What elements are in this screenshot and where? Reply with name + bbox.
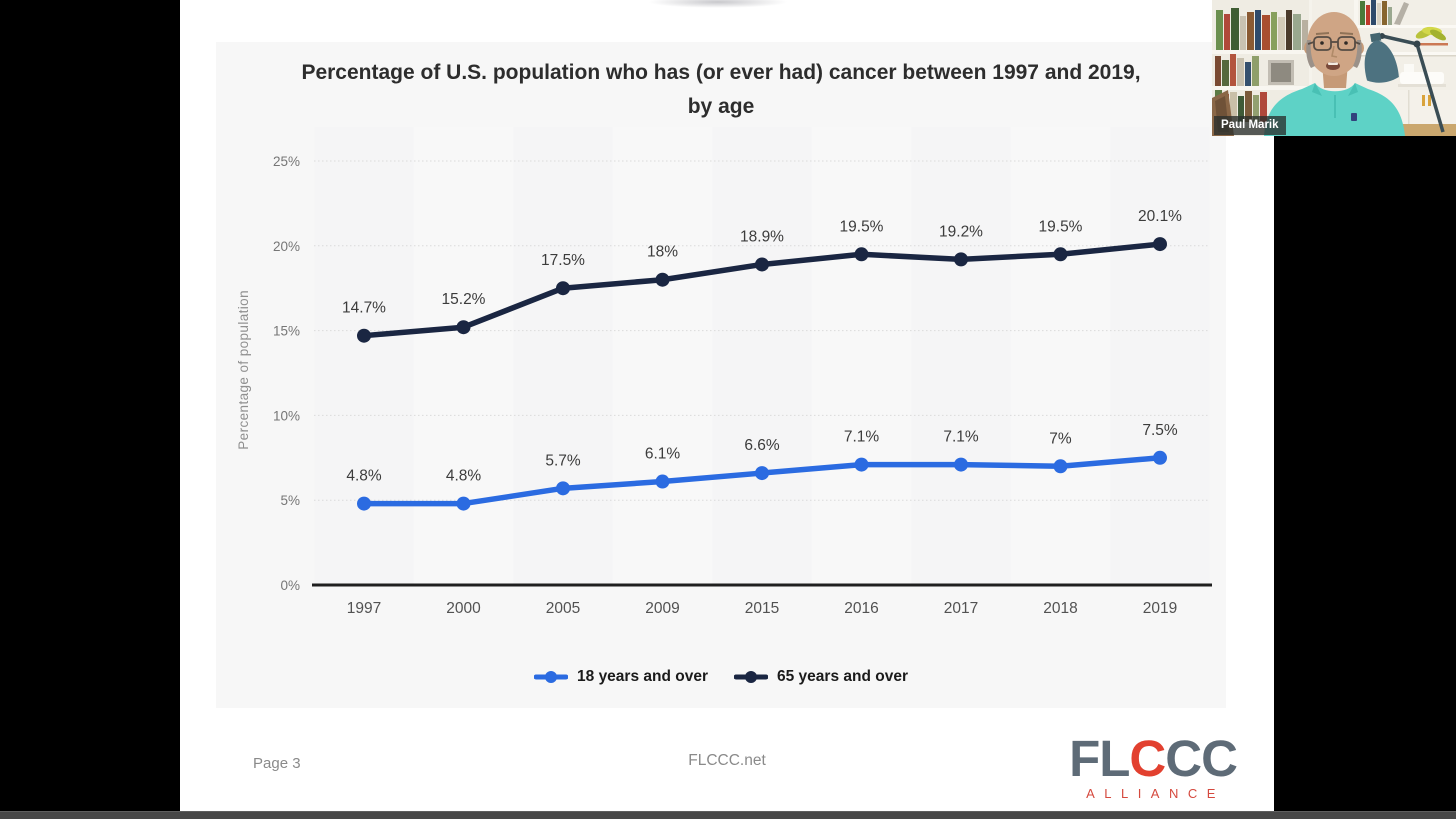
site-label: FLCCC.net	[688, 752, 766, 769]
data-point	[755, 257, 769, 272]
x-tick-label: 1997	[347, 600, 381, 617]
chart-title-line2: by age	[687, 95, 755, 118]
x-tick-label: 2017	[944, 600, 978, 617]
wall-logo	[1414, 26, 1448, 46]
data-label: 7.1%	[943, 429, 979, 446]
data-point	[556, 481, 570, 496]
plot-band	[911, 127, 1011, 585]
data-point	[954, 457, 968, 472]
head	[1307, 12, 1361, 76]
data-label: 4.8%	[446, 468, 482, 485]
shelf-object	[1398, 64, 1446, 87]
flccc-logo-subtitle: ALLIANCE	[1086, 786, 1225, 801]
webcam-video	[1212, 0, 1456, 136]
data-label: 7.1%	[844, 429, 880, 446]
books-row-middle	[1215, 54, 1294, 86]
data-point	[655, 474, 670, 489]
flccc-logo-wordmark: FLCCC	[1060, 733, 1246, 784]
data-label: 19.2%	[939, 223, 983, 240]
data-label: 6.1%	[645, 446, 681, 463]
y-tick-label: 5%	[280, 493, 300, 508]
data-point	[357, 328, 371, 343]
data-label: 17.5%	[541, 252, 585, 269]
x-tick-label: 2018	[1043, 600, 1077, 617]
x-tick-label: 2000	[446, 600, 481, 617]
data-label: 19.5%	[840, 218, 884, 235]
chart-title: Percentage of U.S. population who has (o…	[216, 56, 1226, 124]
data-label: 14.7%	[342, 300, 386, 317]
data-point	[1053, 247, 1068, 262]
x-tick-label: 2019	[1143, 600, 1177, 617]
y-tick-label: 0%	[280, 578, 300, 593]
plot-band	[1110, 127, 1210, 585]
legend-label: 65 years and over	[777, 668, 908, 685]
person	[1264, 12, 1405, 136]
plot-band	[1010, 127, 1111, 585]
data-label: 18%	[647, 244, 678, 261]
data-point	[456, 496, 471, 511]
data-point	[556, 281, 570, 296]
glasses	[1307, 36, 1361, 51]
data-label: 5.7%	[545, 452, 581, 469]
logo-part1: FL	[1069, 730, 1130, 787]
plot-band	[712, 127, 812, 585]
logo-part2: C	[1129, 730, 1166, 787]
legend-item: 65 years and over	[734, 668, 908, 686]
y-tick-label: 10%	[273, 408, 300, 423]
legend-item: 18 years and over	[534, 668, 708, 686]
flccc-logo: FLCCC ALLIANCE	[1060, 733, 1246, 800]
data-label: 20.1%	[1138, 208, 1182, 225]
logo-part3: CC	[1165, 730, 1238, 787]
plot-band	[811, 127, 912, 585]
data-point	[357, 496, 371, 511]
plot-band	[413, 127, 514, 585]
video-progress-bar[interactable]	[0, 811, 1456, 819]
data-label: 4.8%	[346, 468, 382, 485]
line-chart: 0% 5% 10% 15% 20% 25% 1997 2000 2005 2009 2015 2016…	[273, 127, 1212, 617]
chart-title-line1: Percentage of U.S. population who has (o…	[301, 61, 1141, 84]
legend-marker	[534, 671, 569, 683]
data-point	[854, 457, 869, 472]
shirt-emblem	[1351, 113, 1357, 121]
plot-band	[612, 127, 713, 585]
data-point	[854, 247, 869, 262]
books-top-right	[1360, 0, 1409, 25]
x-tick-label: 2005	[546, 600, 580, 617]
y-tick-label: 25%	[273, 154, 300, 169]
data-point	[1153, 450, 1167, 465]
data-point	[1053, 459, 1068, 474]
chart-legend: 18 years and over 65 years and over	[216, 668, 1226, 686]
data-label: 7%	[1049, 430, 1072, 447]
video-controls-shadow	[648, 0, 788, 8]
x-tick-label: 2015	[745, 600, 779, 617]
data-point	[954, 252, 968, 267]
legend-marker	[734, 671, 768, 683]
data-point	[456, 320, 471, 335]
data-label: 7.5%	[1142, 422, 1178, 439]
plot-band	[513, 127, 613, 585]
data-point	[755, 466, 769, 481]
data-label: 19.5%	[1039, 218, 1083, 235]
webcam-tile[interactable]: Paul Marik	[1212, 0, 1456, 136]
y-tick-label: 20%	[273, 239, 300, 254]
x-tick-label: 2009	[645, 600, 679, 617]
data-point	[655, 272, 670, 287]
chart-card: Percentage of U.S. population who has (o…	[216, 42, 1226, 708]
page-number: Page 3	[253, 755, 301, 772]
data-label: 6.6%	[744, 437, 780, 454]
presentation-slide: Percentage of U.S. population who has (o…	[180, 0, 1274, 819]
data-label: 15.2%	[442, 291, 486, 308]
plot-band	[314, 127, 414, 585]
legend-label: 18 years and over	[577, 668, 708, 685]
books-row-top	[1216, 8, 1308, 50]
data-label: 18.9%	[740, 228, 784, 245]
x-tick-label: 2016	[844, 600, 878, 617]
y-tick-label: 15%	[273, 324, 300, 339]
participant-name-tag: Paul Marik	[1214, 116, 1286, 135]
data-point	[1153, 237, 1167, 252]
